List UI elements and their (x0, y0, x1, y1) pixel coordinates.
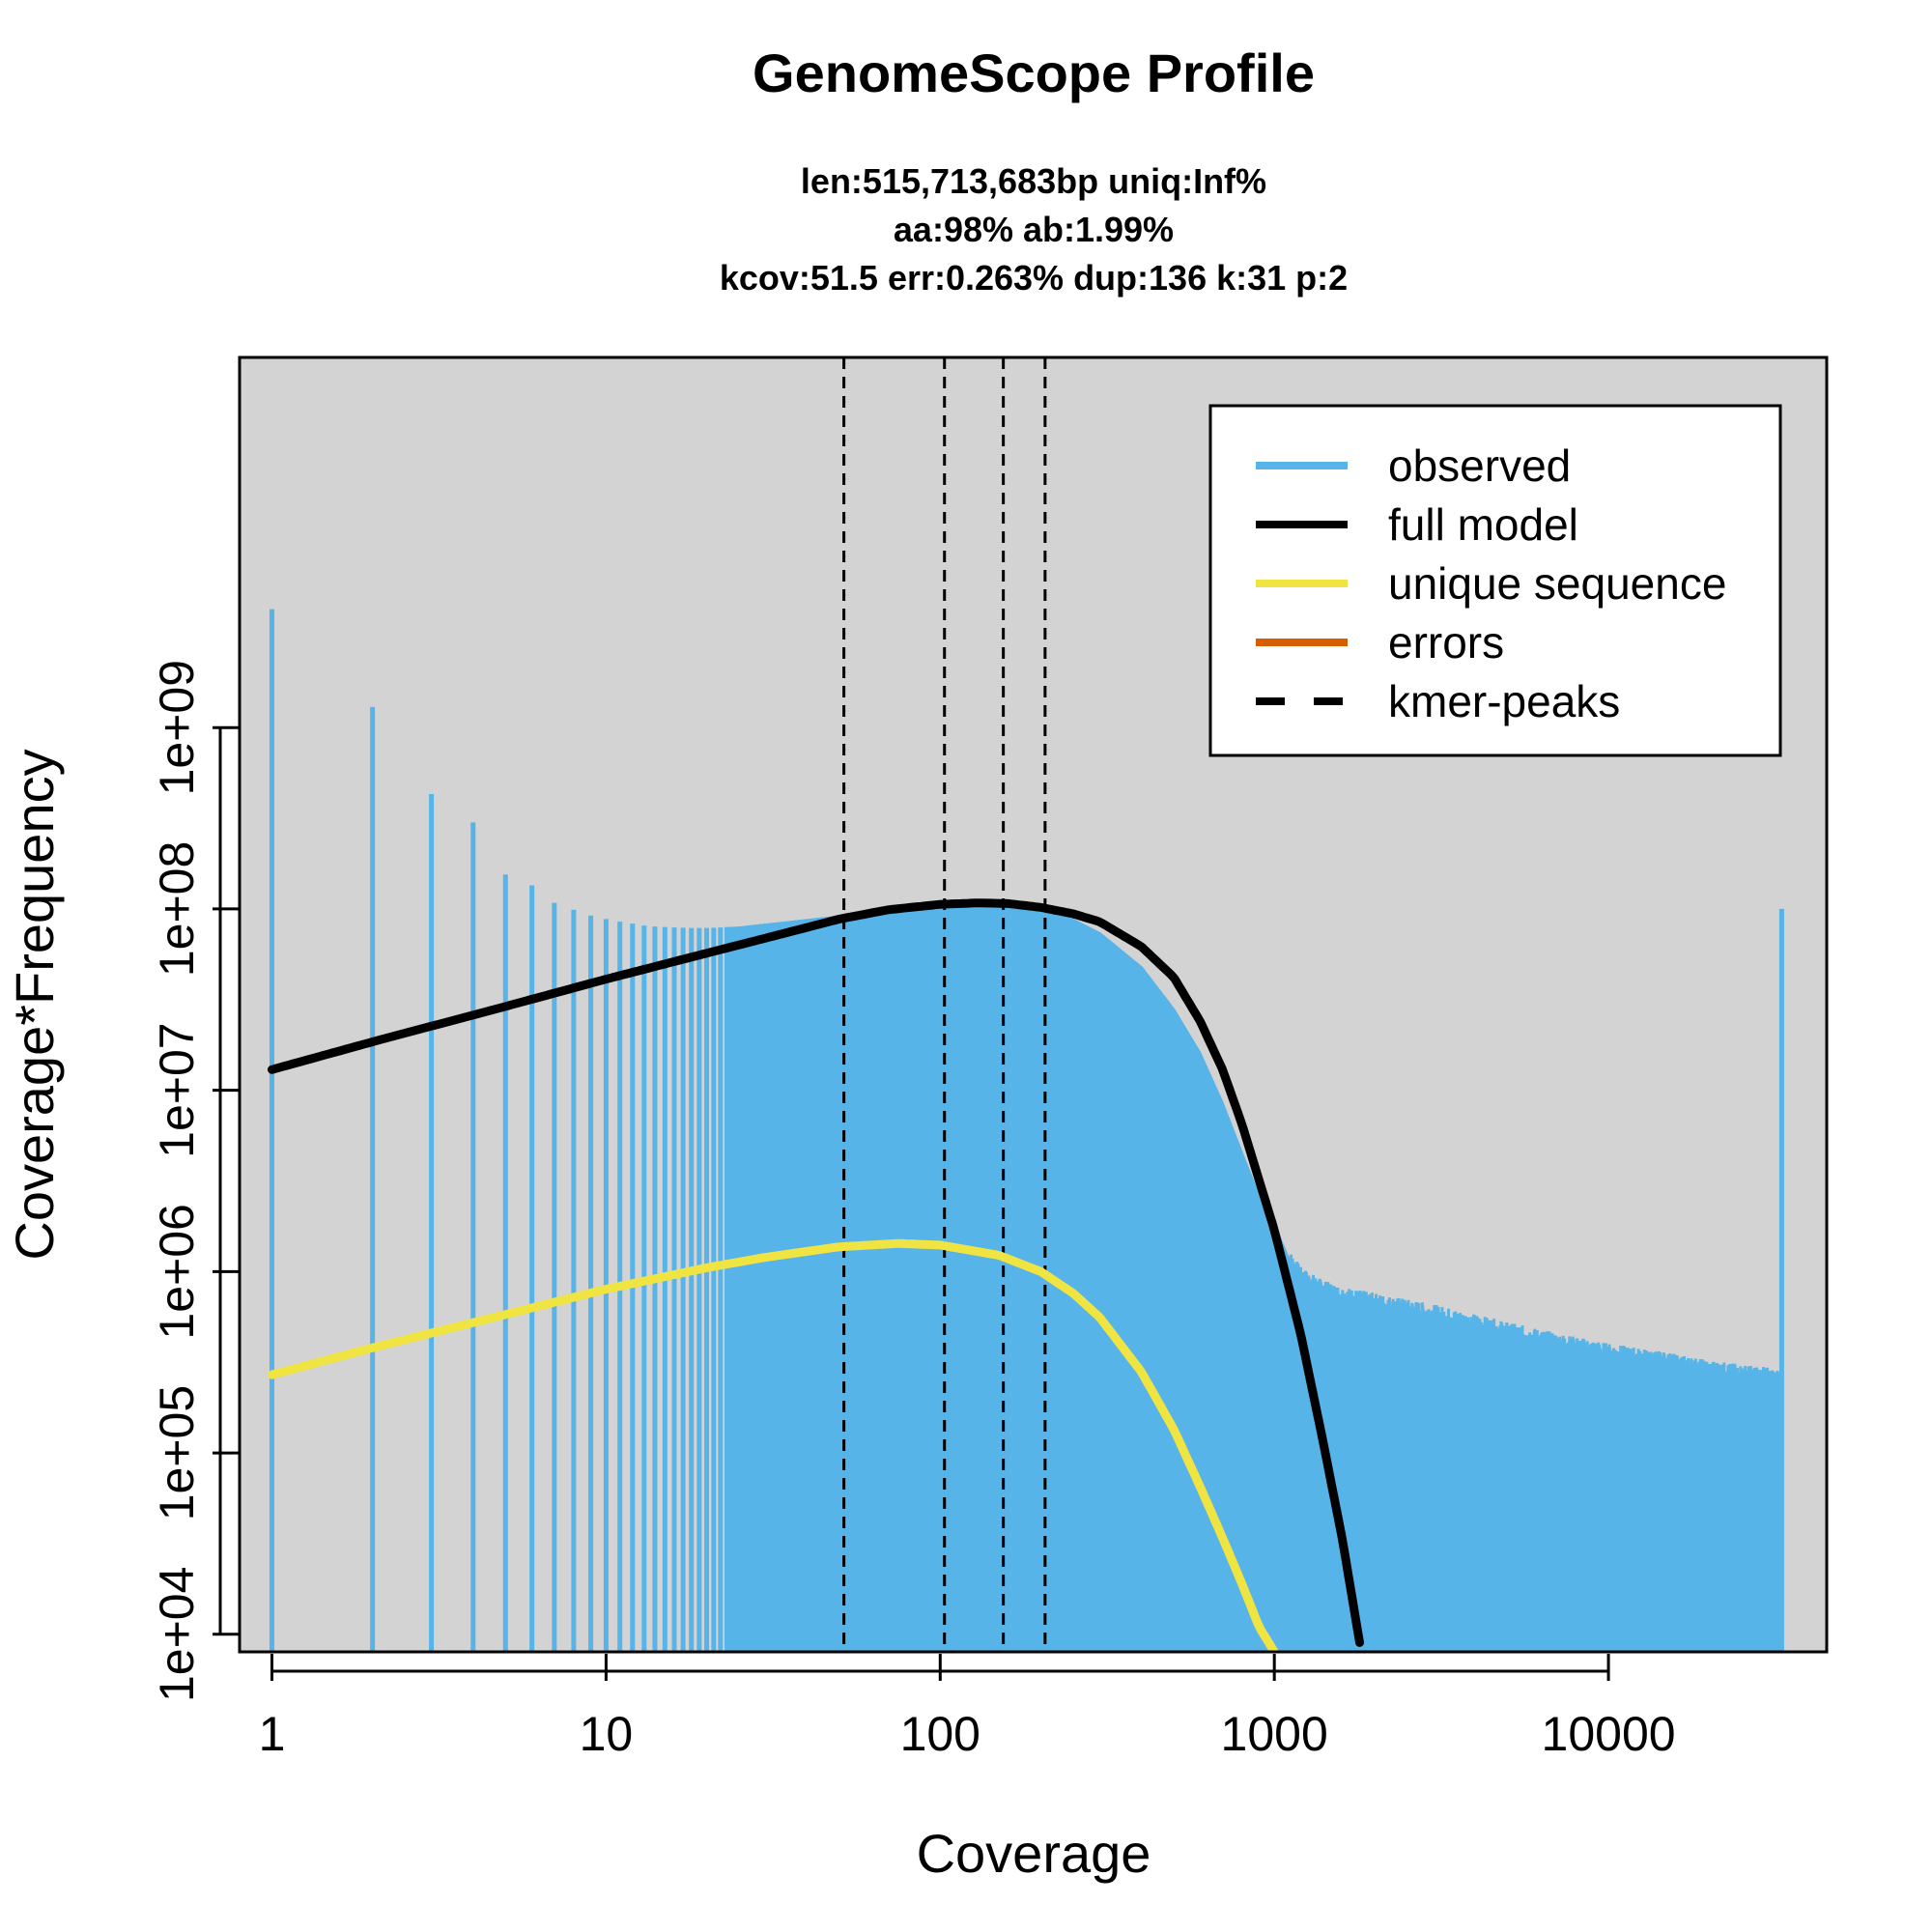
y-tick-label: 1e+08 (150, 841, 204, 977)
y-axis-label: Coverage*Frequency (4, 749, 65, 1260)
chart-title-group: GenomeScope Profile len:515,713,683bp un… (720, 43, 1348, 298)
y-tick-label: 1e+09 (150, 660, 204, 795)
legend-label: full model (1388, 499, 1578, 550)
legend-label: unique sequence (1388, 558, 1726, 609)
y-tick-label: 1e+07 (150, 1022, 204, 1157)
plot-frame (238, 355, 1829, 1654)
legend-label: observed (1388, 440, 1571, 491)
x-tick-label: 1 (259, 1707, 286, 1761)
x-tick-label: 1000 (1221, 1707, 1328, 1761)
x-axis: 1 10 100 1000 10000 (259, 1654, 1676, 1761)
observed-area (726, 903, 1782, 1652)
y-axis: 1e+04 1e+05 1e+06 1e+07 1e+08 1e+09 (150, 660, 240, 1702)
y-tick-label: 1e+05 (150, 1385, 204, 1520)
plot-content (268, 357, 1784, 1652)
chart-title: GenomeScope Profile (753, 43, 1315, 103)
x-tick-label: 10 (580, 1707, 634, 1761)
chart-subtitle-line-1: len:515,713,683bp uniq:Inf% (801, 161, 1266, 201)
x-axis-label: Coverage (917, 1823, 1151, 1884)
y-tick-label: 1e+06 (150, 1204, 204, 1339)
chart-subtitle-line-2: aa:98% ab:1.99% (894, 210, 1174, 249)
x-tick-label: 100 (900, 1707, 980, 1761)
legend-label: errors (1388, 617, 1504, 668)
x-tick-label: 10000 (1542, 1707, 1676, 1761)
legend-label: kmer-peaks (1388, 676, 1620, 726)
series-line-full-model (268, 898, 1364, 1647)
series-line-unique-sequence (268, 1238, 1279, 1652)
chart-subtitle-line-3: kcov:51.5 err:0.263% dup:136 k:31 p:2 (720, 258, 1348, 298)
y-tick-label: 1e+04 (150, 1567, 204, 1702)
observed-bars (270, 609, 1784, 1652)
legend: observed full model unique sequence errors k… (1208, 404, 1782, 757)
kmer-peaks (842, 357, 1047, 1652)
